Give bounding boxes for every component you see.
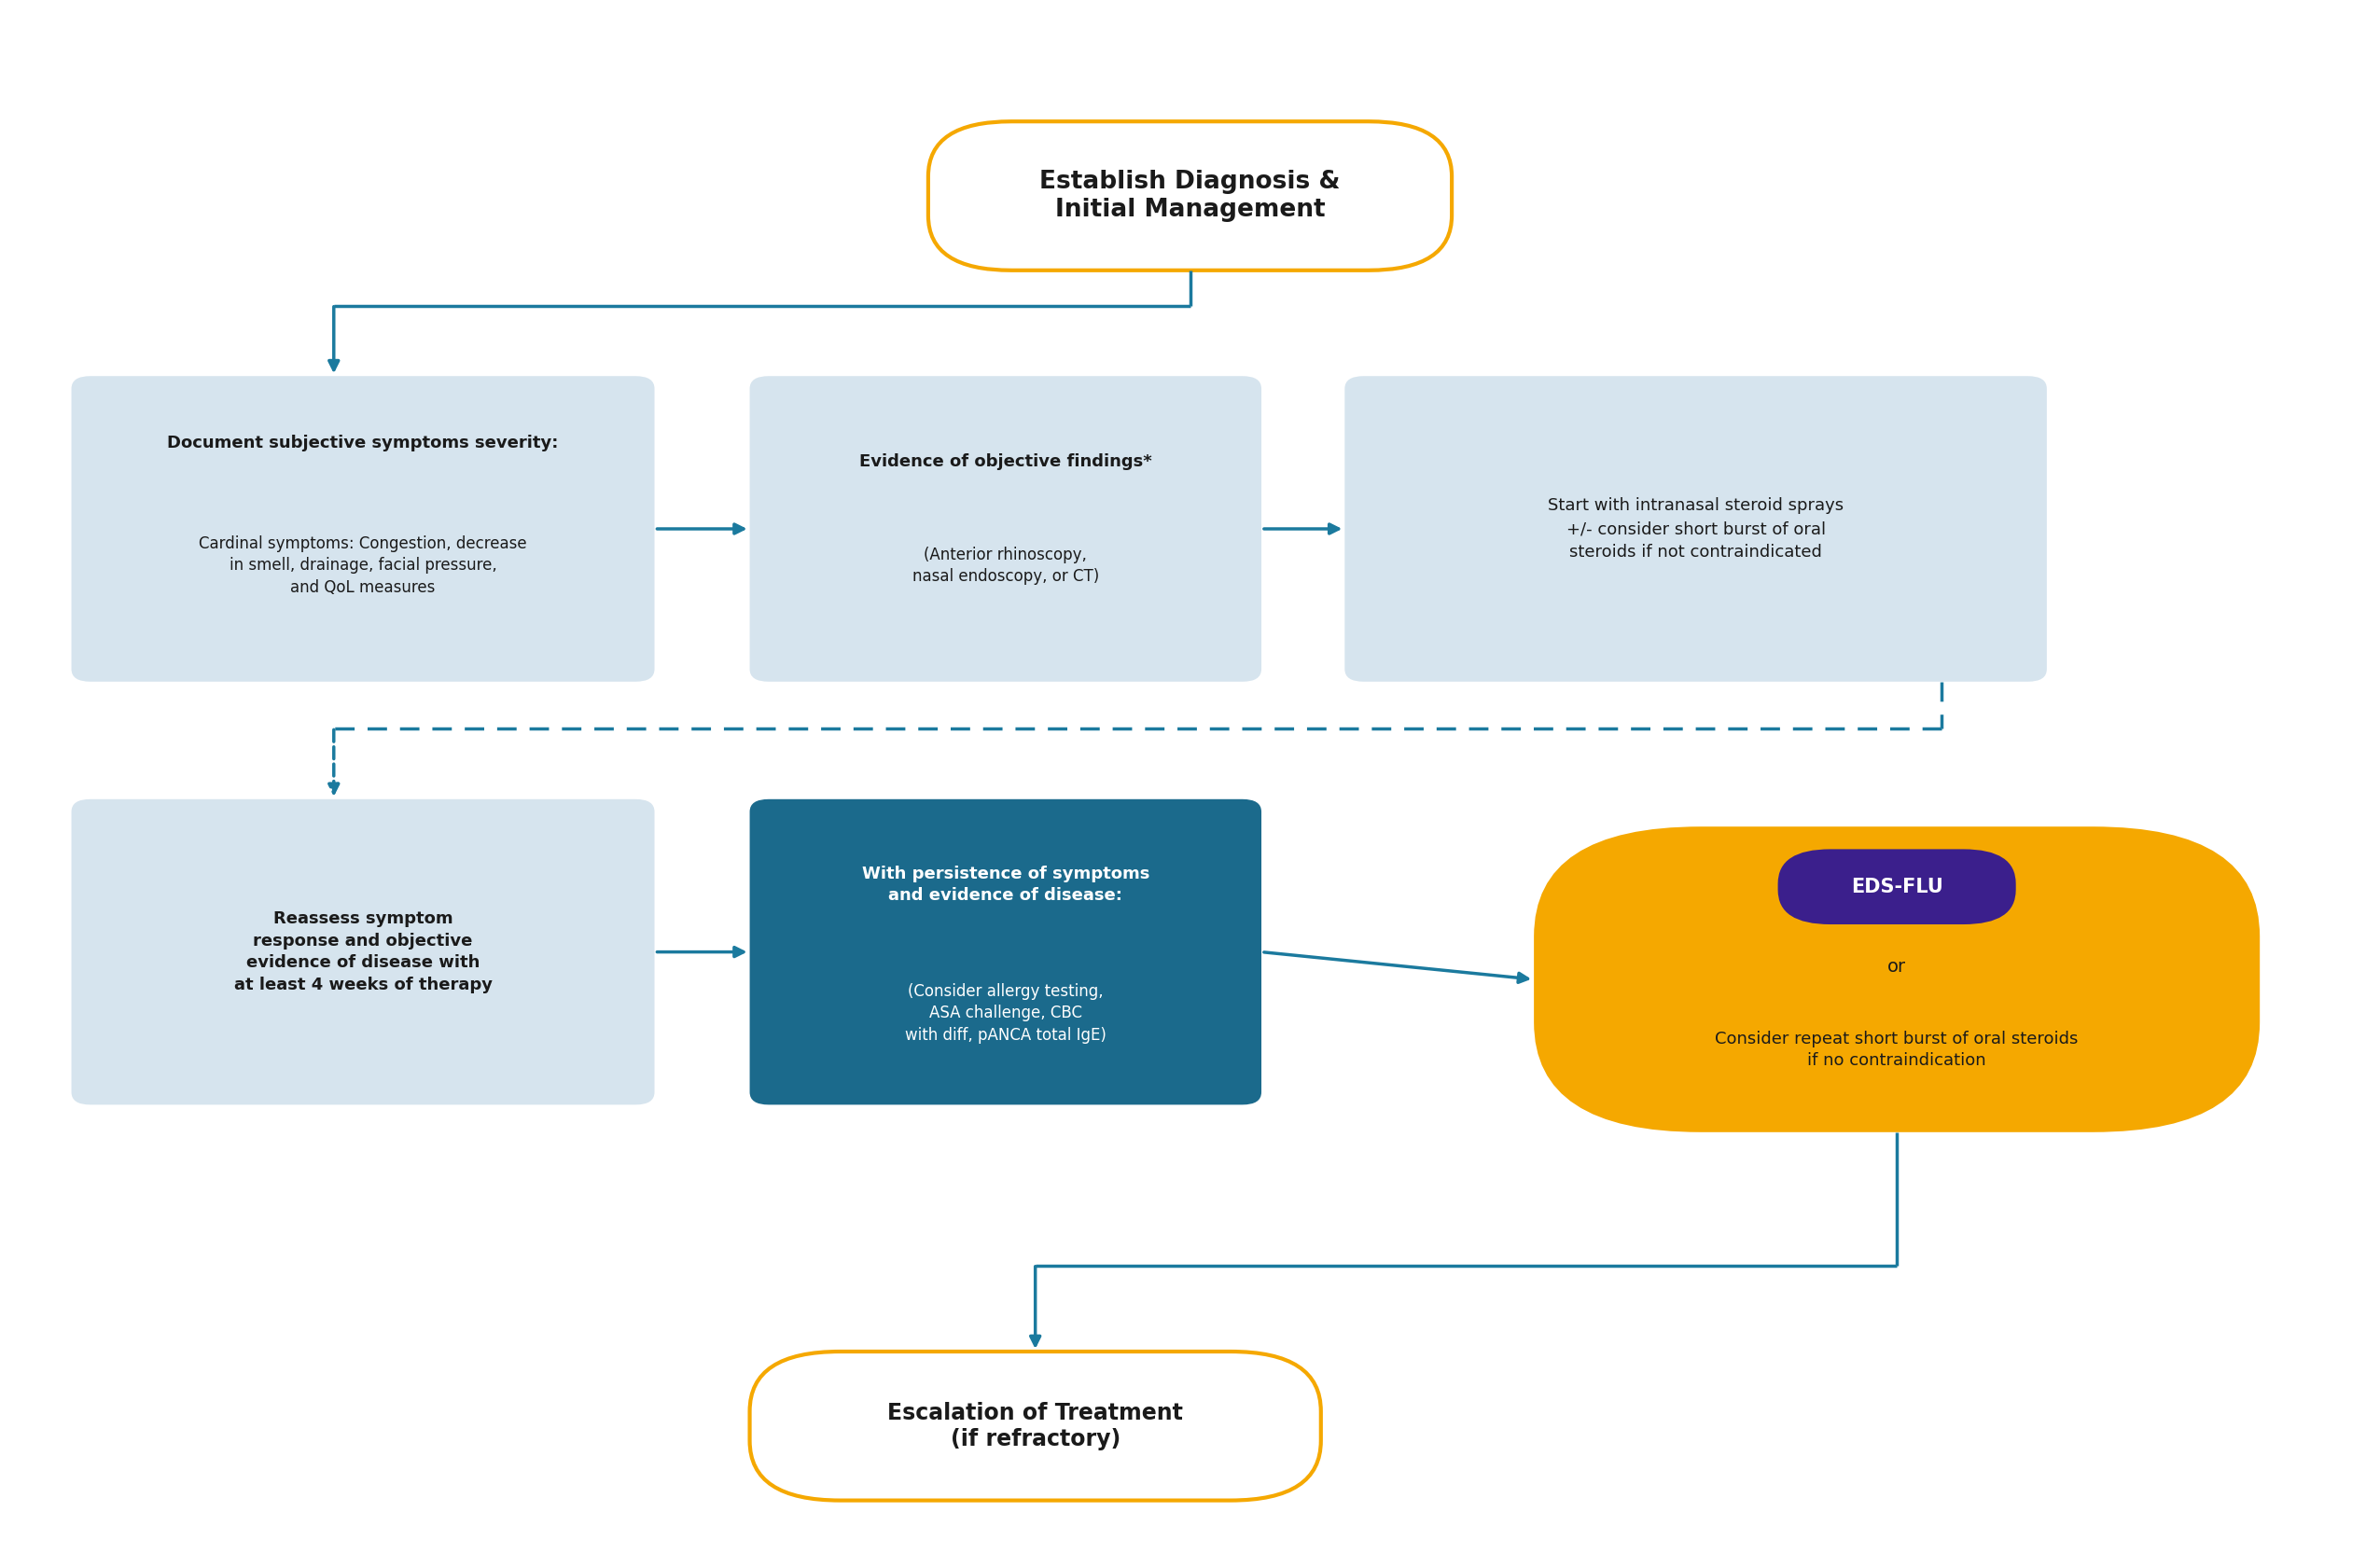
Text: Start with intranasal steroid sprays
+/- consider short burst of oral
steroids i: Start with intranasal steroid sprays +/-… [1547, 497, 1845, 561]
Text: EDS-FLU: EDS-FLU [1852, 878, 1942, 896]
Text: Document subjective symptoms severity:: Document subjective symptoms severity: [167, 436, 559, 451]
FancyBboxPatch shape [750, 1351, 1321, 1501]
Text: Establish Diagnosis &
Initial Management: Establish Diagnosis & Initial Management [1040, 169, 1340, 223]
Text: (Consider allergy testing,
ASA challenge, CBC
with diff, pANCA total IgE): (Consider allergy testing, ASA challenge… [904, 983, 1107, 1044]
FancyBboxPatch shape [928, 122, 1452, 270]
FancyBboxPatch shape [1345, 376, 2047, 682]
FancyBboxPatch shape [71, 376, 654, 682]
Text: Evidence of objective findings*: Evidence of objective findings* [859, 453, 1152, 470]
FancyBboxPatch shape [71, 799, 654, 1105]
FancyBboxPatch shape [750, 799, 1261, 1105]
Text: With persistence of symptoms
and evidence of disease:: With persistence of symptoms and evidenc… [862, 867, 1150, 904]
FancyBboxPatch shape [1535, 827, 2261, 1131]
Text: Escalation of Treatment
(if refractory): Escalation of Treatment (if refractory) [888, 1402, 1183, 1449]
Text: Cardinal symptoms: Congestion, decrease
in smell, drainage, facial pressure,
and: Cardinal symptoms: Congestion, decrease … [200, 534, 526, 595]
FancyBboxPatch shape [1778, 849, 2016, 925]
Text: (Anterior rhinoscopy,
nasal endoscopy, or CT): (Anterior rhinoscopy, nasal endoscopy, o… [912, 547, 1100, 584]
FancyBboxPatch shape [750, 376, 1261, 682]
Text: or: or [1887, 957, 1906, 976]
Text: Consider repeat short burst of oral steroids
if no contraindication: Consider repeat short burst of oral ster… [1716, 1030, 2078, 1069]
Text: Reassess symptom
response and objective
evidence of disease with
at least 4 week: Reassess symptom response and objective … [233, 910, 493, 993]
